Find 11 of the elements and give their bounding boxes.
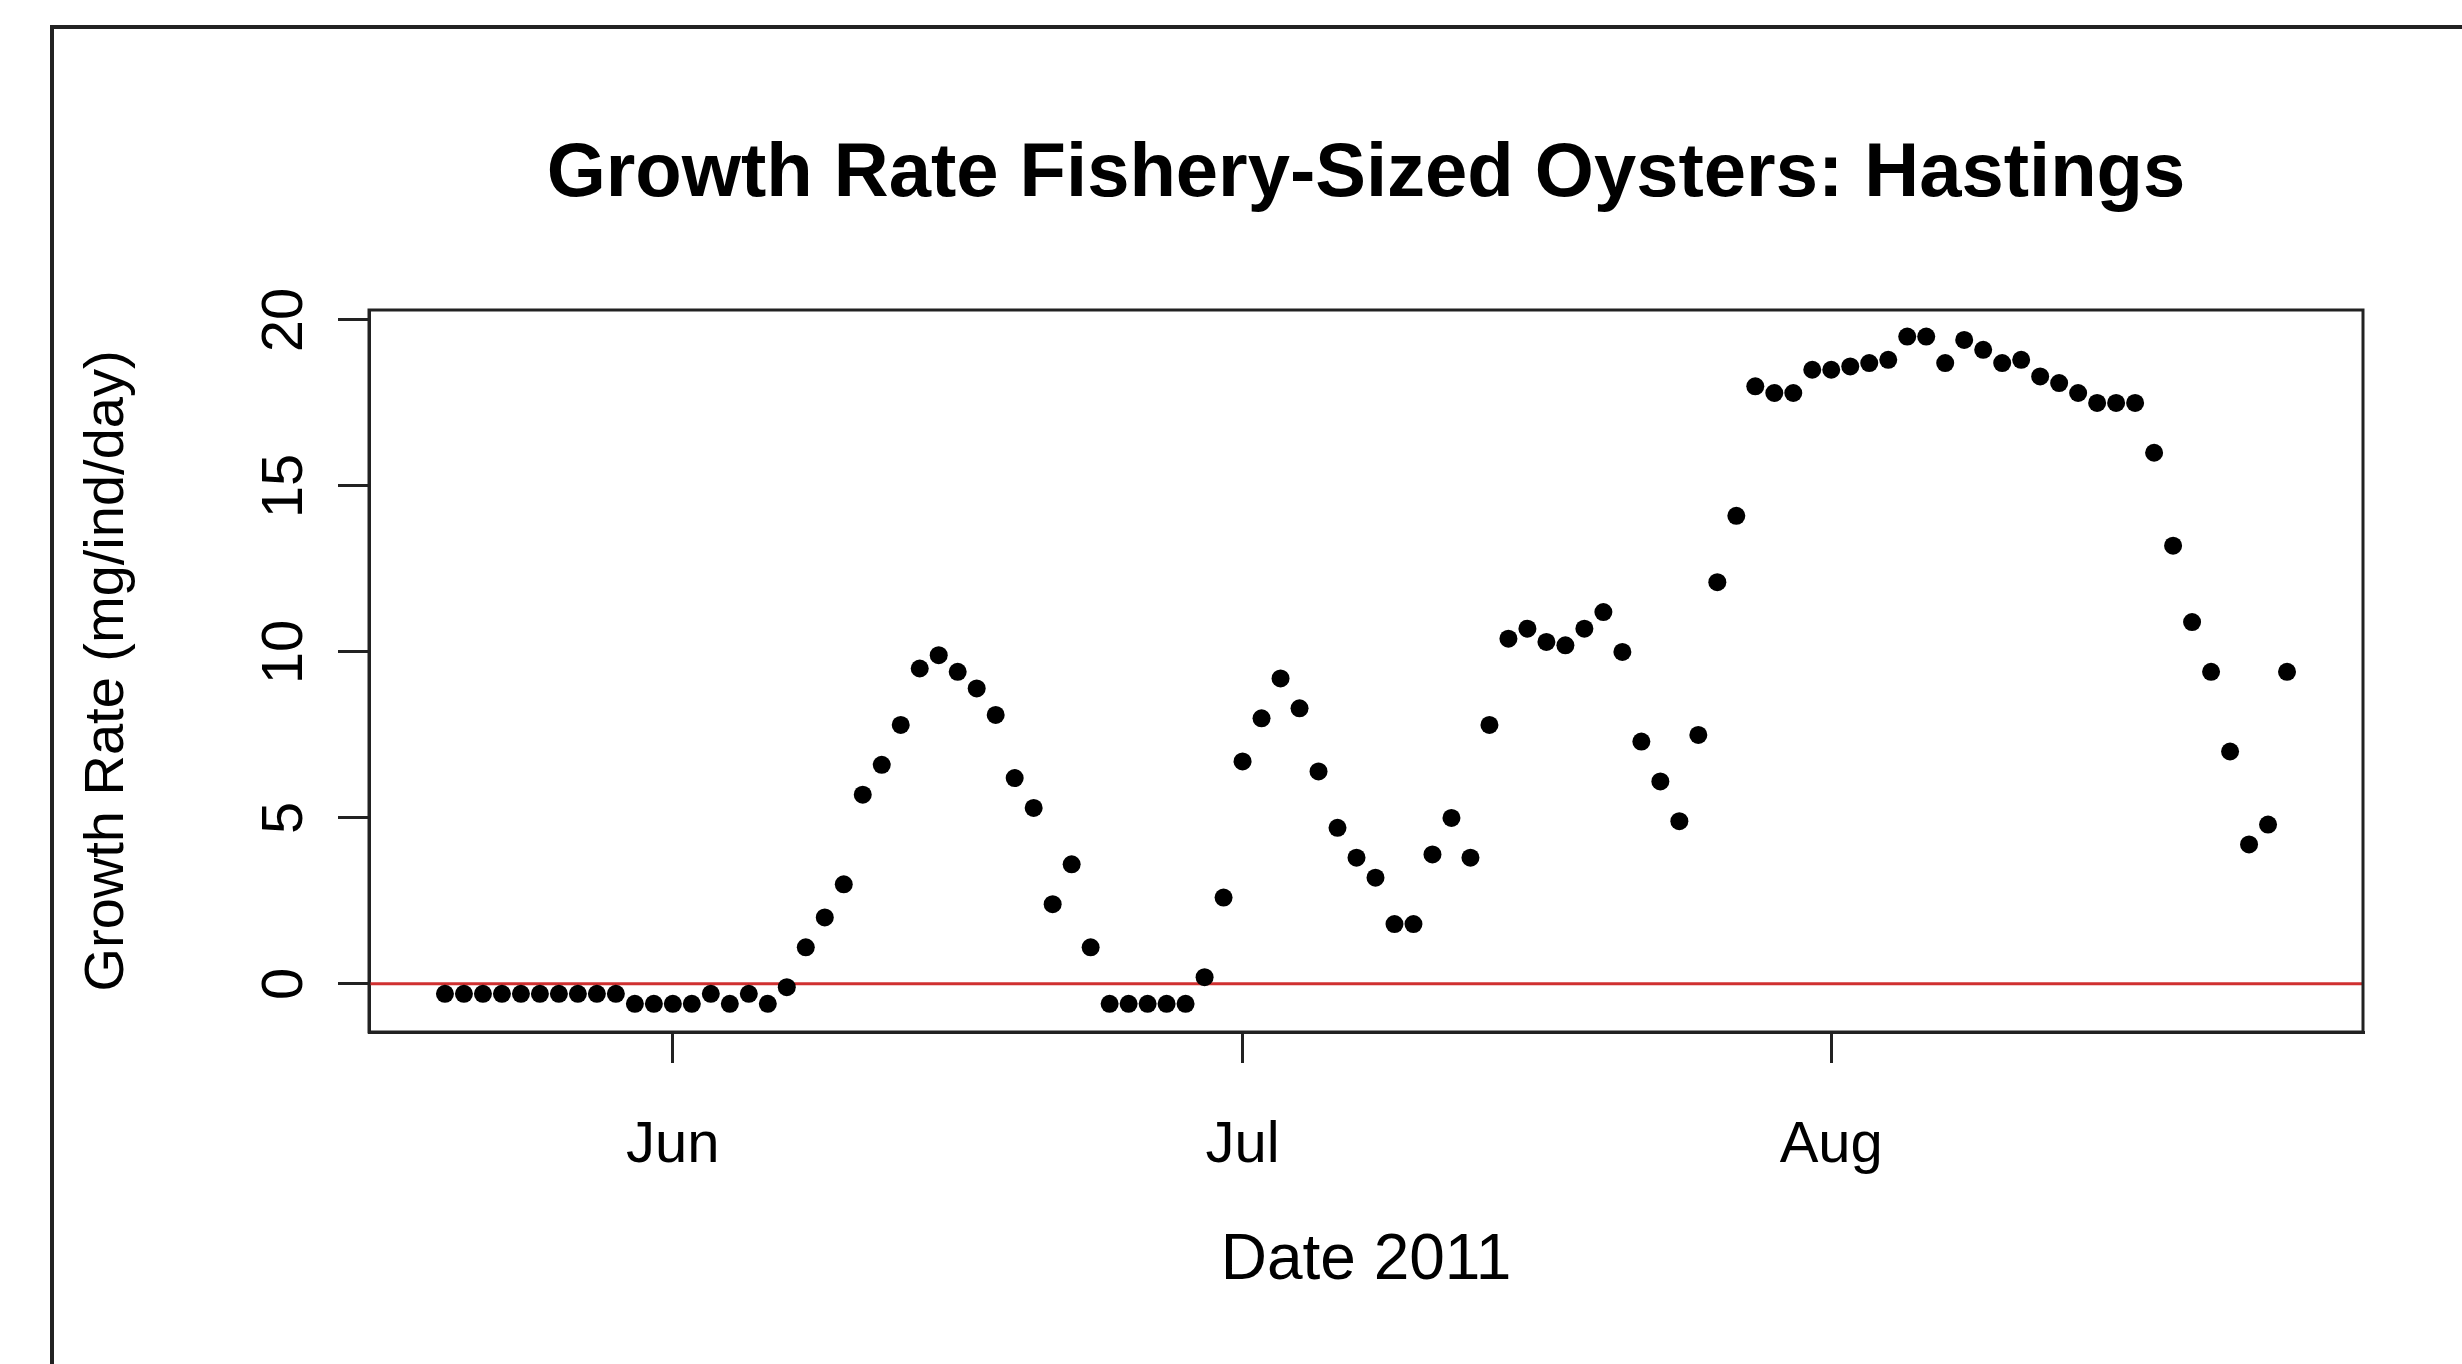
y-tick-label: 20 bbox=[248, 287, 314, 353]
y-tick-label: 15 bbox=[248, 453, 314, 519]
x-axis-title: Date 2011 bbox=[1220, 1221, 1512, 1294]
chart-title: Growth Rate Fishery-Sized Oysters: Hastings bbox=[545, 126, 2187, 214]
y-axis-title: Growth Rate (mg/ind/day) bbox=[72, 350, 136, 992]
y-tick-label: 5 bbox=[248, 801, 314, 835]
x-tick-label: Aug bbox=[1779, 1108, 1883, 1174]
y-tick-label: 10 bbox=[248, 619, 314, 685]
x-tick-label: Jun bbox=[626, 1108, 720, 1174]
x-tick-label: Jul bbox=[1205, 1108, 1280, 1174]
y-tick-label: 0 bbox=[248, 967, 314, 1000]
